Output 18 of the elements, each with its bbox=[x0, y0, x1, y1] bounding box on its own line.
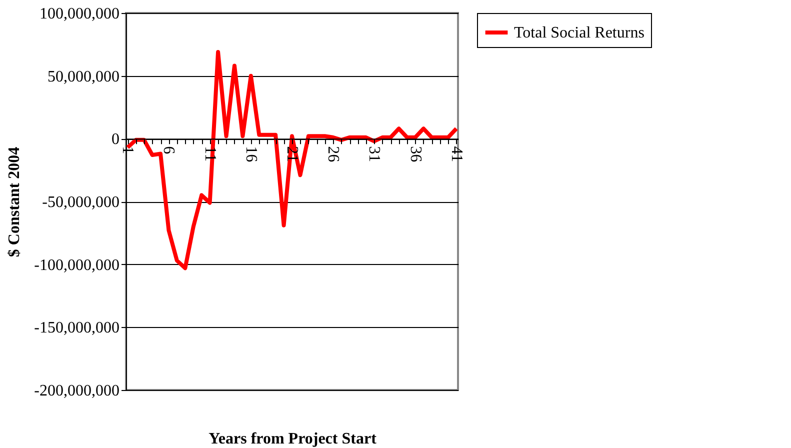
y-tick-label: 100,000,000 bbox=[40, 6, 120, 22]
y-axis-title: $ Constant 2004 bbox=[6, 146, 24, 258]
x-tick-label: 16 bbox=[242, 146, 260, 162]
y-tick-label: -200,000,000 bbox=[34, 382, 120, 400]
y-tick-label: -150,000,000 bbox=[34, 320, 120, 337]
x-tick-label: 21 bbox=[284, 146, 300, 162]
y-tick-label: -100,000,000 bbox=[34, 256, 120, 274]
y-tick-label: -50,000,000 bbox=[42, 194, 120, 211]
x-tick-label: 6 bbox=[160, 146, 178, 154]
x-axis-title: Years from Project Start bbox=[208, 430, 378, 448]
y-tick-label: 50,000,000 bbox=[48, 68, 120, 86]
y-tick-label: 0 bbox=[112, 131, 120, 148]
x-tick-label: 41 bbox=[448, 146, 465, 162]
x-tick-label: 26 bbox=[324, 146, 342, 162]
legend-label: Total Social Returns bbox=[514, 24, 644, 42]
x-tick-label: 31 bbox=[366, 146, 383, 162]
x-tick-label: 11 bbox=[201, 146, 218, 162]
x-tick-label: 36 bbox=[406, 146, 424, 162]
